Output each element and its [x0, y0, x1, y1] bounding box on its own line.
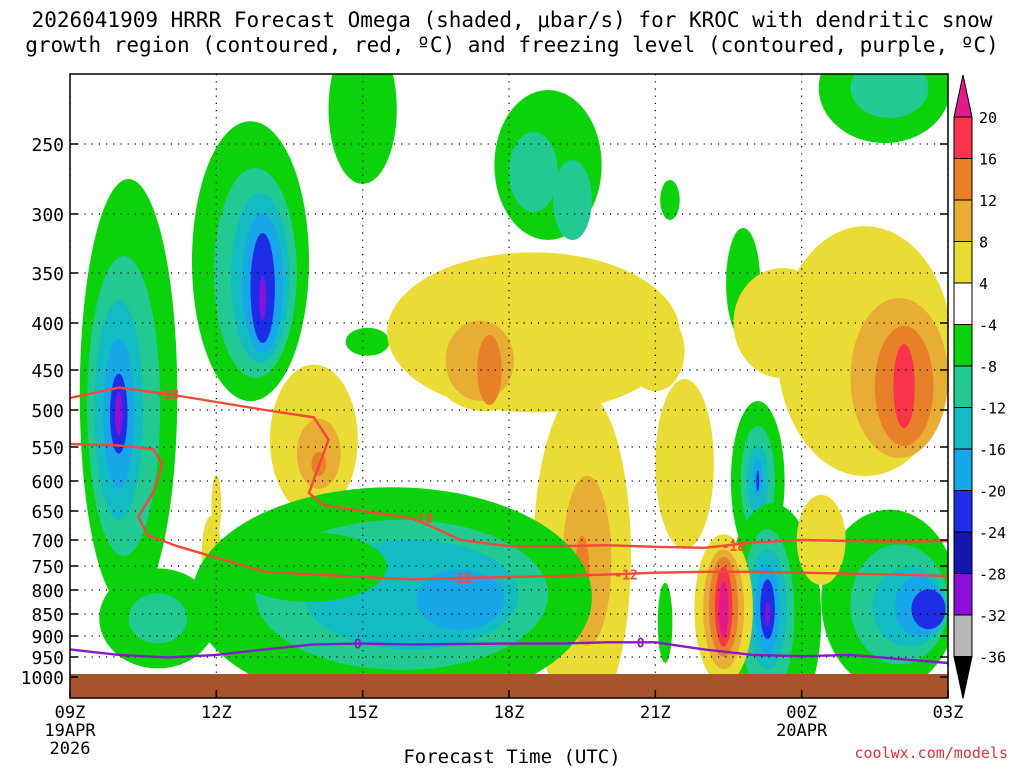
- omega-region: [893, 344, 915, 428]
- x-axis-title: Forecast Time (UTC): [403, 746, 621, 768]
- y-tick-label: 250: [31, 135, 64, 156]
- x-tick-date: 19APR: [44, 721, 96, 741]
- colorbar-label: -8: [979, 358, 997, 376]
- contour-label: -12: [448, 572, 471, 587]
- contour-line: [70, 386, 948, 550]
- omega-region: [718, 581, 729, 638]
- colorbar-label: -24: [979, 524, 1006, 542]
- omega-region: [642, 303, 649, 343]
- colorbar-label: -36: [979, 649, 1006, 667]
- colorbar-segment: [953, 241, 973, 284]
- colorbar-segment: [953, 573, 973, 616]
- omega-region: [328, 74, 397, 184]
- x-tick-date: 20APR: [776, 721, 828, 741]
- y-tick-label: 950: [31, 648, 64, 669]
- omega-region: [850, 74, 929, 118]
- contour-line: [70, 641, 948, 665]
- x-tick-label: 00Z: [786, 703, 817, 723]
- omega-region: [733, 268, 831, 378]
- omega-region: [128, 593, 188, 644]
- colorbar-segment: [953, 116, 973, 159]
- contour-label: -18: [156, 388, 180, 403]
- colorbar-label: 12: [979, 192, 997, 210]
- y-tick-label: 500: [31, 401, 64, 422]
- y-tick-label: 1000: [21, 668, 64, 689]
- omega-region: [477, 335, 502, 405]
- y-tick-label: 750: [31, 557, 64, 578]
- colorbar-label: 4: [979, 275, 988, 293]
- contour-label: 0: [637, 636, 645, 651]
- temperature-contours: -12 -12 -18 -18 -18 0 0: [70, 386, 948, 665]
- omega-region: [259, 276, 267, 320]
- colorbar-label: 20: [979, 109, 997, 127]
- colorbar-arrow-bottom: [953, 656, 973, 699]
- colorbar-segment: [953, 448, 973, 491]
- contour-label: 0: [354, 638, 362, 653]
- colorbar-segment: [953, 199, 973, 242]
- colorbar-label: -4: [979, 317, 997, 335]
- omega-region: [433, 594, 449, 615]
- x-tick-label: 18Z: [494, 703, 525, 723]
- contour-label: -18: [722, 540, 746, 555]
- omega-region: [660, 180, 680, 220]
- colorbar-label: -16: [979, 441, 1006, 459]
- omega-region: [655, 379, 714, 549]
- omega-region: [509, 132, 558, 212]
- contour-label: -12: [614, 569, 637, 584]
- colorbar-segment: [953, 490, 973, 533]
- x-tick-label: 21Z: [640, 703, 671, 723]
- colorbar-segment: [953, 407, 973, 450]
- colorbar-arrow-top: [953, 74, 973, 118]
- y-tick-label: 900: [31, 627, 64, 648]
- credit-link[interactable]: coolwx.com/models: [854, 744, 1008, 762]
- omega-region: [211, 475, 222, 535]
- x-tick-label: 12Z: [201, 703, 232, 723]
- y-tick-label: 400: [31, 314, 64, 335]
- colorbar-label: 8: [979, 234, 988, 252]
- colorbar-segment: [953, 531, 973, 574]
- omega-region: [552, 160, 592, 240]
- contour-line: [70, 442, 948, 581]
- y-tick-label: 650: [31, 502, 64, 523]
- y-tick-label: 550: [31, 438, 64, 459]
- omega-shading: [79, 74, 948, 698]
- omega-region: [230, 531, 388, 602]
- colorbar-segment: [953, 324, 973, 367]
- colorbar-label: -12: [979, 400, 1006, 418]
- y-tick-label: 700: [31, 531, 64, 552]
- chart-title-line2: growth region (contoured, red, ºC) and f…: [25, 33, 999, 57]
- contour-label: -18: [409, 512, 433, 527]
- y-axis: 2503003504004505005506006507007508008509…: [21, 135, 948, 689]
- x-tick-label: 09Z: [55, 703, 86, 723]
- y-tick-label: 450: [31, 361, 64, 382]
- chart-title-line1: 2026041909 HRRR Forecast Omega (shaded, …: [31, 8, 993, 32]
- colorbar-label: -32: [979, 607, 1006, 625]
- colorbar: 20 16 12 8 4 -4 -8 -12 -16 -20 -24 -28 -32 -36: [953, 74, 1006, 699]
- colorbar-segment: [953, 158, 973, 201]
- omega-region: [657, 582, 673, 663]
- colorbar-segment: [953, 365, 973, 408]
- x-tick-label: 15Z: [347, 703, 378, 723]
- y-tick-label: 800: [31, 581, 64, 602]
- x-tick-label: 03Z: [933, 703, 964, 723]
- omega-region: [345, 327, 390, 356]
- omega-region: [911, 589, 946, 630]
- colorbar-label: 16: [979, 151, 997, 169]
- y-tick-label: 850: [31, 605, 64, 626]
- omega-region: [765, 602, 770, 626]
- colorbar-segment: [953, 282, 973, 325]
- x-tick-year: 2026: [50, 739, 91, 759]
- y-tick-label: 300: [31, 205, 64, 226]
- y-tick-label: 350: [31, 264, 64, 285]
- colorbar-segment: [953, 614, 973, 657]
- omega-region: [626, 311, 685, 392]
- omega-region: [756, 471, 760, 491]
- colorbar-label: -20: [979, 483, 1006, 501]
- y-tick-label: 600: [31, 472, 64, 493]
- colorbar-label: -28: [979, 566, 1006, 584]
- omega-region: [114, 391, 123, 436]
